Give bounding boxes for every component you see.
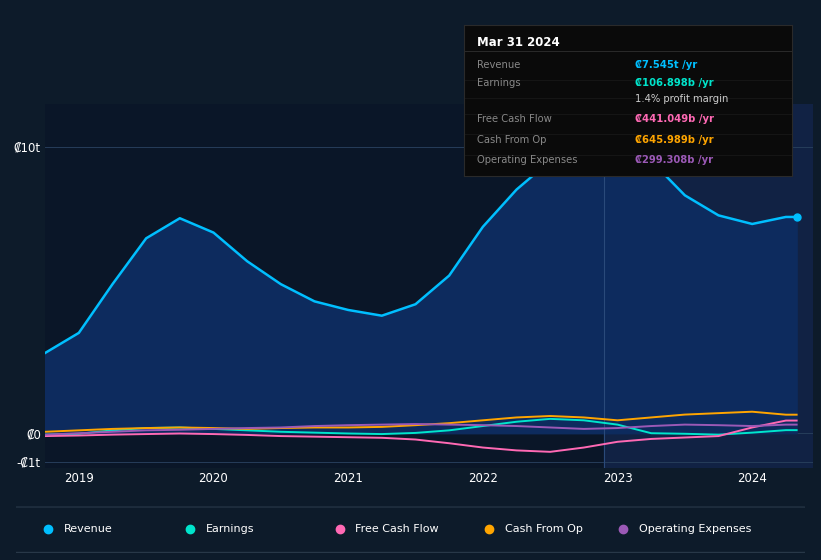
Bar bbox=[604, 104, 813, 468]
Text: Free Cash Flow: Free Cash Flow bbox=[477, 114, 552, 124]
Text: Revenue: Revenue bbox=[64, 524, 112, 534]
Text: ₡106.898b /yr: ₡106.898b /yr bbox=[635, 78, 713, 88]
Text: 1.4% profit margin: 1.4% profit margin bbox=[635, 94, 728, 104]
Text: ₡645.989b /yr: ₡645.989b /yr bbox=[635, 135, 713, 145]
Text: Earnings: Earnings bbox=[477, 78, 521, 88]
Text: ₡441.049b /yr: ₡441.049b /yr bbox=[635, 114, 713, 124]
Text: Operating Expenses: Operating Expenses bbox=[639, 524, 751, 534]
Text: ₡7.545t /yr: ₡7.545t /yr bbox=[635, 59, 697, 69]
Text: ₡299.308b /yr: ₡299.308b /yr bbox=[635, 155, 713, 165]
Text: Cash From Op: Cash From Op bbox=[505, 524, 583, 534]
Text: Revenue: Revenue bbox=[477, 59, 521, 69]
FancyBboxPatch shape bbox=[8, 507, 809, 552]
Text: Free Cash Flow: Free Cash Flow bbox=[355, 524, 439, 534]
Text: Operating Expenses: Operating Expenses bbox=[477, 155, 577, 165]
Text: Cash From Op: Cash From Op bbox=[477, 135, 547, 145]
Text: Earnings: Earnings bbox=[205, 524, 254, 534]
Text: Mar 31 2024: Mar 31 2024 bbox=[477, 36, 560, 49]
